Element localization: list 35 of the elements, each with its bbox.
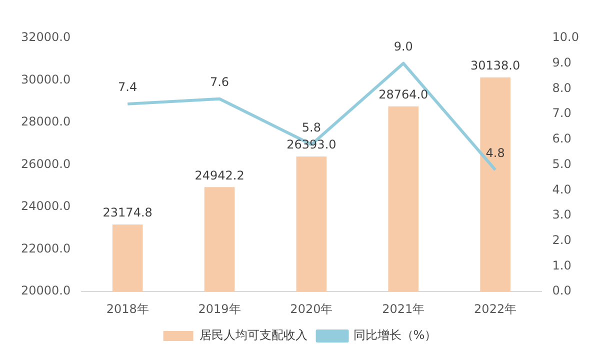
- legend-label: 居民人均可支配收入: [199, 328, 308, 342]
- y-tick-label: 22000.0: [21, 241, 71, 256]
- y-tick-label: 20000.0: [21, 284, 71, 298]
- y2-tick-label: 1.0: [552, 258, 572, 272]
- legend-label: 同比增长（%）: [353, 328, 437, 342]
- x-tick-label: 2018年: [106, 302, 149, 316]
- data-label: 5.8: [302, 120, 321, 135]
- y-tick-label: 32000.0: [21, 30, 71, 44]
- y2-tick-label: 8.0: [552, 80, 572, 95]
- data-label: 30138.0: [470, 58, 520, 72]
- y2-tick-label: 0.0: [552, 284, 572, 298]
- y2-tick-label: 4.0: [552, 182, 572, 196]
- x-tick-label: 2019年: [198, 302, 241, 316]
- y2-tick-label: 7.0: [552, 106, 572, 120]
- y2-tick-label: 9.0: [552, 55, 572, 70]
- x-tick-label: 2022年: [474, 302, 517, 316]
- y2-tick-label: 2.0: [552, 233, 572, 248]
- data-label: 23174.8: [102, 206, 152, 220]
- data-label: 4.8: [486, 146, 505, 160]
- y2-tick-label: 5.0: [552, 156, 572, 171]
- data-label: 24942.2: [194, 168, 244, 182]
- x-tick-label: 2021年: [382, 302, 425, 316]
- y2-tick-label: 3.0: [552, 208, 572, 222]
- y2-tick-label: 6.0: [552, 132, 572, 146]
- data-label: 7.6: [210, 74, 230, 89]
- data-label: 26393.0: [286, 138, 336, 152]
- data-label: 7.4: [118, 80, 138, 94]
- y2-tick-label: 10.0: [552, 30, 579, 44]
- x-tick-label: 2020年: [290, 302, 333, 316]
- y-tick-label: 26000.0: [21, 156, 71, 171]
- data-label: 28764.0: [378, 88, 428, 102]
- y-tick-label: 30000.0: [21, 72, 71, 86]
- y-tick-label: 24000.0: [21, 199, 71, 214]
- y-tick-label: 28000.0: [21, 114, 71, 129]
- data-label: 9.0: [394, 39, 413, 54]
